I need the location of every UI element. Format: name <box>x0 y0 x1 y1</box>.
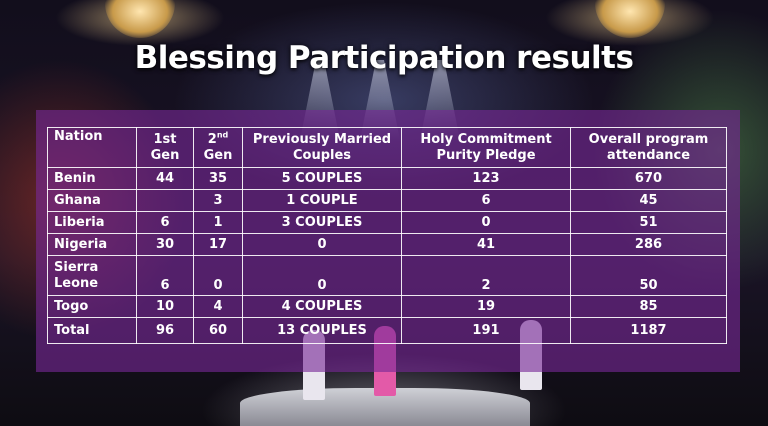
table-row: Sierra Leone 6 0 0 2 50 <box>47 255 727 296</box>
cell-gen1: 44 <box>136 167 194 190</box>
nation-label: Benin <box>54 170 96 186</box>
nation-label: Togo <box>54 298 89 314</box>
cell-married: 0 <box>242 233 402 256</box>
cell-gen1: 6 <box>136 255 194 296</box>
cell-overall: 85 <box>570 295 727 318</box>
cell-married: 4 COUPLES <box>242 295 402 318</box>
cell-holy: 123 <box>401 167 571 190</box>
cell-married: 13 COUPLES <box>242 317 402 344</box>
cell-gen2: 35 <box>193 167 243 190</box>
header-holy-commitment: Holy Commitment Purity Pledge <box>401 127 571 168</box>
cell-gen2: 60 <box>193 317 243 344</box>
cell-gen2: 4 <box>193 295 243 318</box>
table-body: Benin 44 35 5 COUPLES 123 670 Ghana 3 1 COUPLE 6 4… <box>47 167 727 344</box>
cell-gen1: 30 <box>136 233 194 256</box>
cell-overall: 51 <box>570 211 727 234</box>
header-1st-gen: 1st Gen <box>136 127 194 168</box>
table-row: Togo 10 4 4 COUPLES 19 85 <box>47 295 727 318</box>
cell-nation: Sierra Leone <box>47 255 137 296</box>
cell-gen1: 96 <box>136 317 194 344</box>
cell-overall: 50 <box>570 255 727 296</box>
nation-label: Liberia <box>54 214 105 230</box>
slide-title: Blessing Participation results <box>134 40 634 76</box>
table-row: Benin 44 35 5 COUPLES 123 670 <box>47 167 727 190</box>
header-overall-attendance: Overall program attendance <box>570 127 727 168</box>
nation-label: Total <box>54 322 90 338</box>
cell-gen1 <box>136 189 194 212</box>
cell-gen1: 6 <box>136 211 194 234</box>
cell-holy: 191 <box>401 317 571 344</box>
header-nation: Nation <box>47 127 137 168</box>
cell-married: 1 COUPLE <box>242 189 402 212</box>
cell-holy: 2 <box>401 255 571 296</box>
header-2nd-gen: 2nd Gen <box>193 127 243 168</box>
cell-holy: 41 <box>401 233 571 256</box>
table-row: Nigeria 30 17 0 41 286 <box>47 233 727 256</box>
cell-married: 0 <box>242 255 402 296</box>
table-row: Liberia 6 1 3 COUPLES 0 51 <box>47 211 727 234</box>
cell-holy: 0 <box>401 211 571 234</box>
cell-overall: 286 <box>570 233 727 256</box>
cell-gen2: 17 <box>193 233 243 256</box>
nation-label: Leone <box>54 275 99 291</box>
cell-nation: Togo <box>47 295 137 318</box>
cell-nation: Ghana <box>47 189 137 212</box>
cell-married: 5 COUPLES <box>242 167 402 190</box>
nation-label: Nigeria <box>54 236 108 252</box>
table-header-row: Nation 1st Gen 2nd Gen Previously Married C… <box>47 127 727 168</box>
cell-married: 3 COUPLES <box>242 211 402 234</box>
cell-holy: 6 <box>401 189 571 212</box>
cell-overall: 1187 <box>570 317 727 344</box>
nation-label: Sierra <box>54 259 99 275</box>
cell-overall: 670 <box>570 167 727 190</box>
cell-nation: Nigeria <box>47 233 137 256</box>
nation-label: Ghana <box>54 192 101 208</box>
cell-nation: Liberia <box>47 211 137 234</box>
cell-gen2: 1 <box>193 211 243 234</box>
table-row: Total 96 60 13 COUPLES 191 1187 <box>47 317 727 344</box>
header-previously-married: Previously Married Couples <box>242 127 402 168</box>
cell-gen2: 0 <box>193 255 243 296</box>
table-row: Ghana 3 1 COUPLE 6 45 <box>47 189 727 212</box>
cell-holy: 19 <box>401 295 571 318</box>
cell-overall: 45 <box>570 189 727 212</box>
results-table: Nation 1st Gen 2nd Gen Previously Married C… <box>47 127 727 344</box>
cell-gen2: 3 <box>193 189 243 212</box>
cell-nation: Benin <box>47 167 137 190</box>
cell-gen1: 10 <box>136 295 194 318</box>
cell-nation: Total <box>47 317 137 344</box>
